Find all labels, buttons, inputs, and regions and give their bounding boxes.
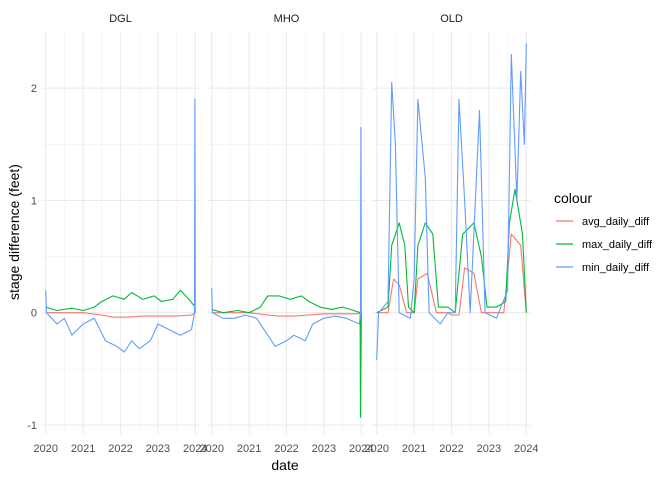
- facet-label-dgl: DGL: [109, 13, 132, 25]
- facet-panels: DGL MHO OLD: [42, 13, 530, 434]
- x-tick-label: 2023: [146, 443, 170, 455]
- x-tick-label: 2023: [312, 443, 336, 455]
- x-tick-label: 2020: [33, 443, 57, 455]
- y-tick-label: 1: [31, 195, 37, 207]
- x-tick-label: 2021: [237, 443, 261, 455]
- y-tick-label: 0: [31, 308, 37, 320]
- legend-label-min_daily_diff: min_daily_diff: [582, 262, 650, 274]
- legend-title: colour: [554, 190, 592, 206]
- x-tick-label: 2020: [364, 443, 388, 455]
- facet-label-old: OLD: [440, 13, 463, 25]
- x-tick-label: 2022: [439, 443, 463, 455]
- series-line-max_daily_diff-old: [376, 188, 527, 314]
- x-tick-label: 2024: [514, 443, 538, 455]
- y-tick-label: 2: [31, 83, 37, 95]
- legend: colour avg_daily_diff max_daily_diff min_d…: [554, 190, 653, 274]
- y-axis: -1 0 1 2: [27, 83, 37, 432]
- x-tick-label: 2022: [274, 443, 298, 455]
- x-tick-label: 2023: [477, 443, 501, 455]
- series-line-min_daily_diff-old: [376, 43, 527, 360]
- x-tick-label: 2021: [402, 443, 426, 455]
- x-tick-label: 2022: [108, 443, 132, 455]
- series-line-avg_daily_diff-mho: [211, 312, 362, 317]
- y-axis-title: stage difference (feet): [6, 164, 22, 300]
- series-line-min_daily_diff-mho: [211, 126, 362, 347]
- x-tick-label: 2024: [349, 443, 373, 455]
- series-line-max_daily_diff-dgl: [45, 289, 196, 312]
- facet-panel-mho: MHO: [208, 13, 365, 434]
- series-line-max_daily_diff-mho: [211, 295, 362, 418]
- facet-panel-old: OLD: [373, 13, 530, 434]
- x-tick-label: 2021: [71, 443, 95, 455]
- legend-label-max_daily_diff: max_daily_diff: [582, 239, 653, 251]
- series-line-avg_daily_diff-dgl: [45, 312, 196, 318]
- facet-label-mho: MHO: [274, 13, 300, 25]
- legend-item-min_daily_diff: min_daily_diff: [556, 262, 650, 274]
- legend-label-avg_daily_diff: avg_daily_diff: [582, 216, 650, 228]
- legend-item-max_daily_diff: max_daily_diff: [556, 239, 653, 251]
- series-line-avg_daily_diff-old: [376, 233, 527, 316]
- x-tick-label: 2024: [183, 443, 207, 455]
- legend-item-avg_daily_diff: avg_daily_diff: [556, 216, 650, 228]
- x-axis-title: date: [271, 457, 298, 473]
- series-line-min_daily_diff-dgl: [45, 98, 196, 353]
- x-tick-label: 2020: [199, 443, 223, 455]
- facet-panel-dgl: DGL: [42, 13, 199, 434]
- y-tick-label: -1: [27, 420, 37, 432]
